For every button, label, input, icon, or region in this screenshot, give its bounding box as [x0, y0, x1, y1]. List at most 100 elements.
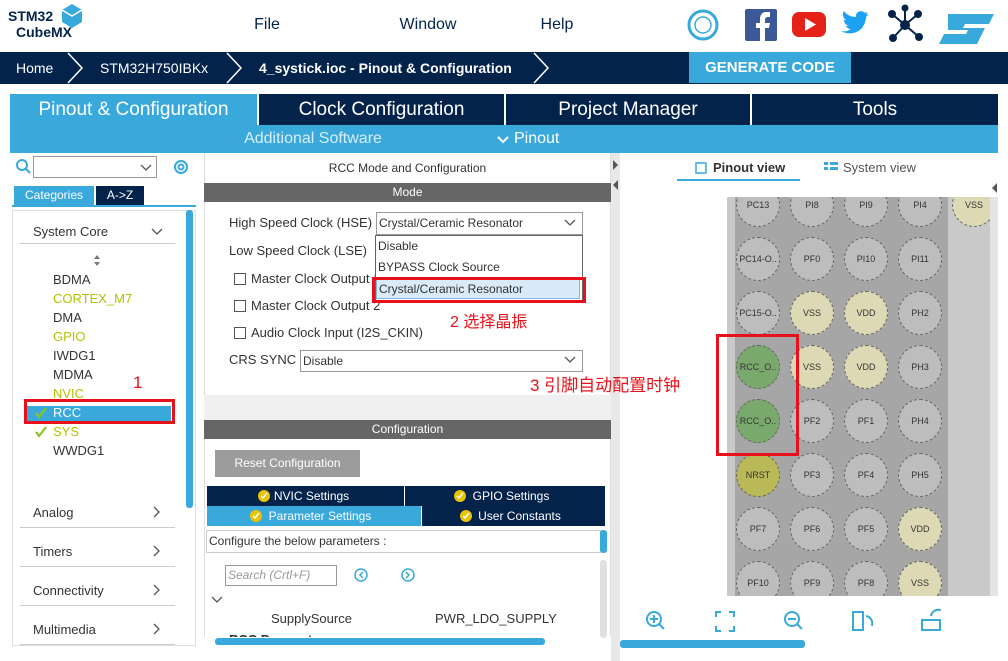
config-tab[interactable]: Parameter Settings: [207, 506, 421, 526]
chip-view: PC13 PI8 PI9 PI4 VSS PC14-O.. PF0 PI10 PI11 PC15-…: [727, 197, 990, 596]
h-scrollbar: [620, 640, 805, 648]
checkbox-label[interactable]: Master Clock Output 1: [251, 271, 381, 286]
main-tab[interactable]: Project Manager: [506, 94, 750, 125]
view-tab[interactable]: Pinout view: [713, 160, 786, 175]
separator: [20, 527, 175, 528]
pin[interactable]: NRST: [736, 453, 780, 497]
search-select[interactable]: [33, 156, 157, 178]
checkbox-label[interactable]: Master Clock Output 2: [251, 298, 381, 313]
list-frame: [12, 210, 196, 646]
checkbox-label[interactable]: Audio Clock Input (I2S_CKIN): [251, 325, 423, 340]
main-tab[interactable]: Clock Configuration: [259, 94, 504, 125]
check-icon: [35, 426, 47, 438]
left-tab[interactable]: Categories: [14, 186, 94, 205]
pin[interactable]: PC15-O..: [736, 291, 780, 335]
pin[interactable]: PF3: [790, 453, 834, 497]
menu-item[interactable]: Window: [399, 16, 457, 33]
pin[interactable]: PF10: [736, 561, 780, 596]
peripheral-item[interactable]: CORTEX_M7: [53, 291, 133, 306]
pin[interactable]: VSS: [952, 197, 990, 227]
highlight-box: [716, 334, 799, 456]
pin[interactable]: RCC_O..: [736, 345, 780, 389]
divider: [204, 395, 611, 420]
view-underline: [677, 179, 800, 181]
pin[interactable]: VDD: [844, 345, 888, 389]
checkbox[interactable]: [234, 273, 246, 285]
left-tab[interactable]: A->Z: [96, 186, 144, 205]
peripheral-item[interactable]: SYS: [53, 424, 80, 439]
main-tab[interactable]: Tools: [752, 94, 998, 125]
pin[interactable]: PF6: [790, 507, 834, 551]
pin[interactable]: RCC_O..: [736, 399, 780, 443]
pin[interactable]: PH2: [898, 291, 942, 335]
main-tab[interactable]: Pinout & Configuration: [10, 94, 257, 125]
pin[interactable]: PC14-O..: [736, 237, 780, 281]
peripheral-item[interactable]: NVIC: [53, 386, 85, 401]
peripheral-item[interactable]: GPIO: [53, 329, 86, 344]
peripheral-item[interactable]: RCC: [53, 405, 82, 420]
hint-box: Configure the below parameters :: [206, 530, 601, 553]
category-group[interactable]: Multimedia: [33, 622, 96, 637]
config-tab[interactable]: NVIC Settings: [207, 486, 404, 506]
subtab-chevron: [497, 136, 509, 144]
peripheral-item[interactable]: DMA: [53, 310, 82, 325]
pin[interactable]: PF7: [736, 507, 780, 551]
search-input[interactable]: Search (Crtl+F): [225, 565, 337, 586]
menu-item[interactable]: File: [254, 16, 280, 33]
dropdown-option[interactable]: Disable: [378, 239, 419, 253]
separator: [20, 243, 175, 244]
pin[interactable]: PI10: [844, 237, 888, 281]
pin[interactable]: PH5: [898, 453, 942, 497]
separator: [20, 566, 175, 567]
pin[interactable]: VDD: [898, 507, 942, 551]
list-scrollbar: [186, 210, 193, 508]
pin[interactable]: PF4: [844, 453, 888, 497]
view-tab[interactable]: System view: [843, 160, 916, 175]
category-group[interactable]: Analog: [33, 505, 74, 520]
pin[interactable]: VSS: [790, 291, 834, 335]
reset-button[interactable]: Reset Configuration: [215, 450, 360, 477]
selected-row: [27, 406, 171, 424]
peripheral-item[interactable]: BDMA: [53, 272, 91, 287]
pin[interactable]: VSS: [898, 561, 942, 596]
hint-scrollbar: [600, 530, 607, 553]
highlight-box: [372, 277, 586, 303]
breadcrumb-item[interactable]: STM32H750IBKx: [100, 60, 209, 76]
dropdown-option[interactable]: BYPASS Clock Source: [378, 260, 500, 274]
config-tab[interactable]: GPIO Settings: [405, 486, 605, 506]
subtab[interactable]: Pinout: [514, 130, 560, 147]
pin[interactable]: PF8: [844, 561, 888, 596]
v-scrollbar: [990, 197, 998, 596]
crs-select[interactable]: Disable: [300, 350, 583, 372]
pin[interactable]: PH3: [898, 345, 942, 389]
pin[interactable]: PH4: [898, 399, 942, 443]
subtab[interactable]: Additional Software: [244, 130, 382, 147]
subtab-bar: [10, 125, 998, 153]
separator: [20, 605, 175, 606]
breadcrumb-item[interactable]: Home: [16, 60, 54, 76]
pin[interactable]: PF1: [844, 399, 888, 443]
peripheral-item[interactable]: WWDG1: [53, 443, 105, 458]
category-group[interactable]: Connectivity: [33, 583, 104, 598]
pin[interactable]: PF9: [790, 561, 834, 596]
checkbox[interactable]: [234, 327, 246, 339]
dropdown-option[interactable]: Crystal/Ceramic Resonator: [376, 279, 580, 299]
config-tab[interactable]: User Constants: [422, 506, 605, 526]
generate-button[interactable]: GENERATE CODE: [689, 52, 851, 83]
section-title[interactable]: System Core: [33, 224, 109, 239]
menu-item[interactable]: Help: [540, 16, 574, 33]
peripheral-item[interactable]: MDMA: [53, 367, 93, 382]
category-group[interactable]: Timers: [33, 544, 73, 559]
annotation: 2 选择晶振: [450, 314, 528, 331]
config-header: Configuration: [204, 420, 611, 439]
peripheral-item[interactable]: IWDG1: [53, 348, 96, 363]
breadcrumb-item[interactable]: 4_systick.ioc - Pinout & Configuration: [259, 60, 512, 76]
pin[interactable]: PF0: [790, 237, 834, 281]
pin[interactable]: VDD: [844, 291, 888, 335]
checkbox[interactable]: [234, 300, 246, 312]
hse-select[interactable]: Crystal/Ceramic Resonator: [376, 212, 583, 235]
pin[interactable]: PF5: [844, 507, 888, 551]
pin[interactable]: PI11: [898, 237, 942, 281]
